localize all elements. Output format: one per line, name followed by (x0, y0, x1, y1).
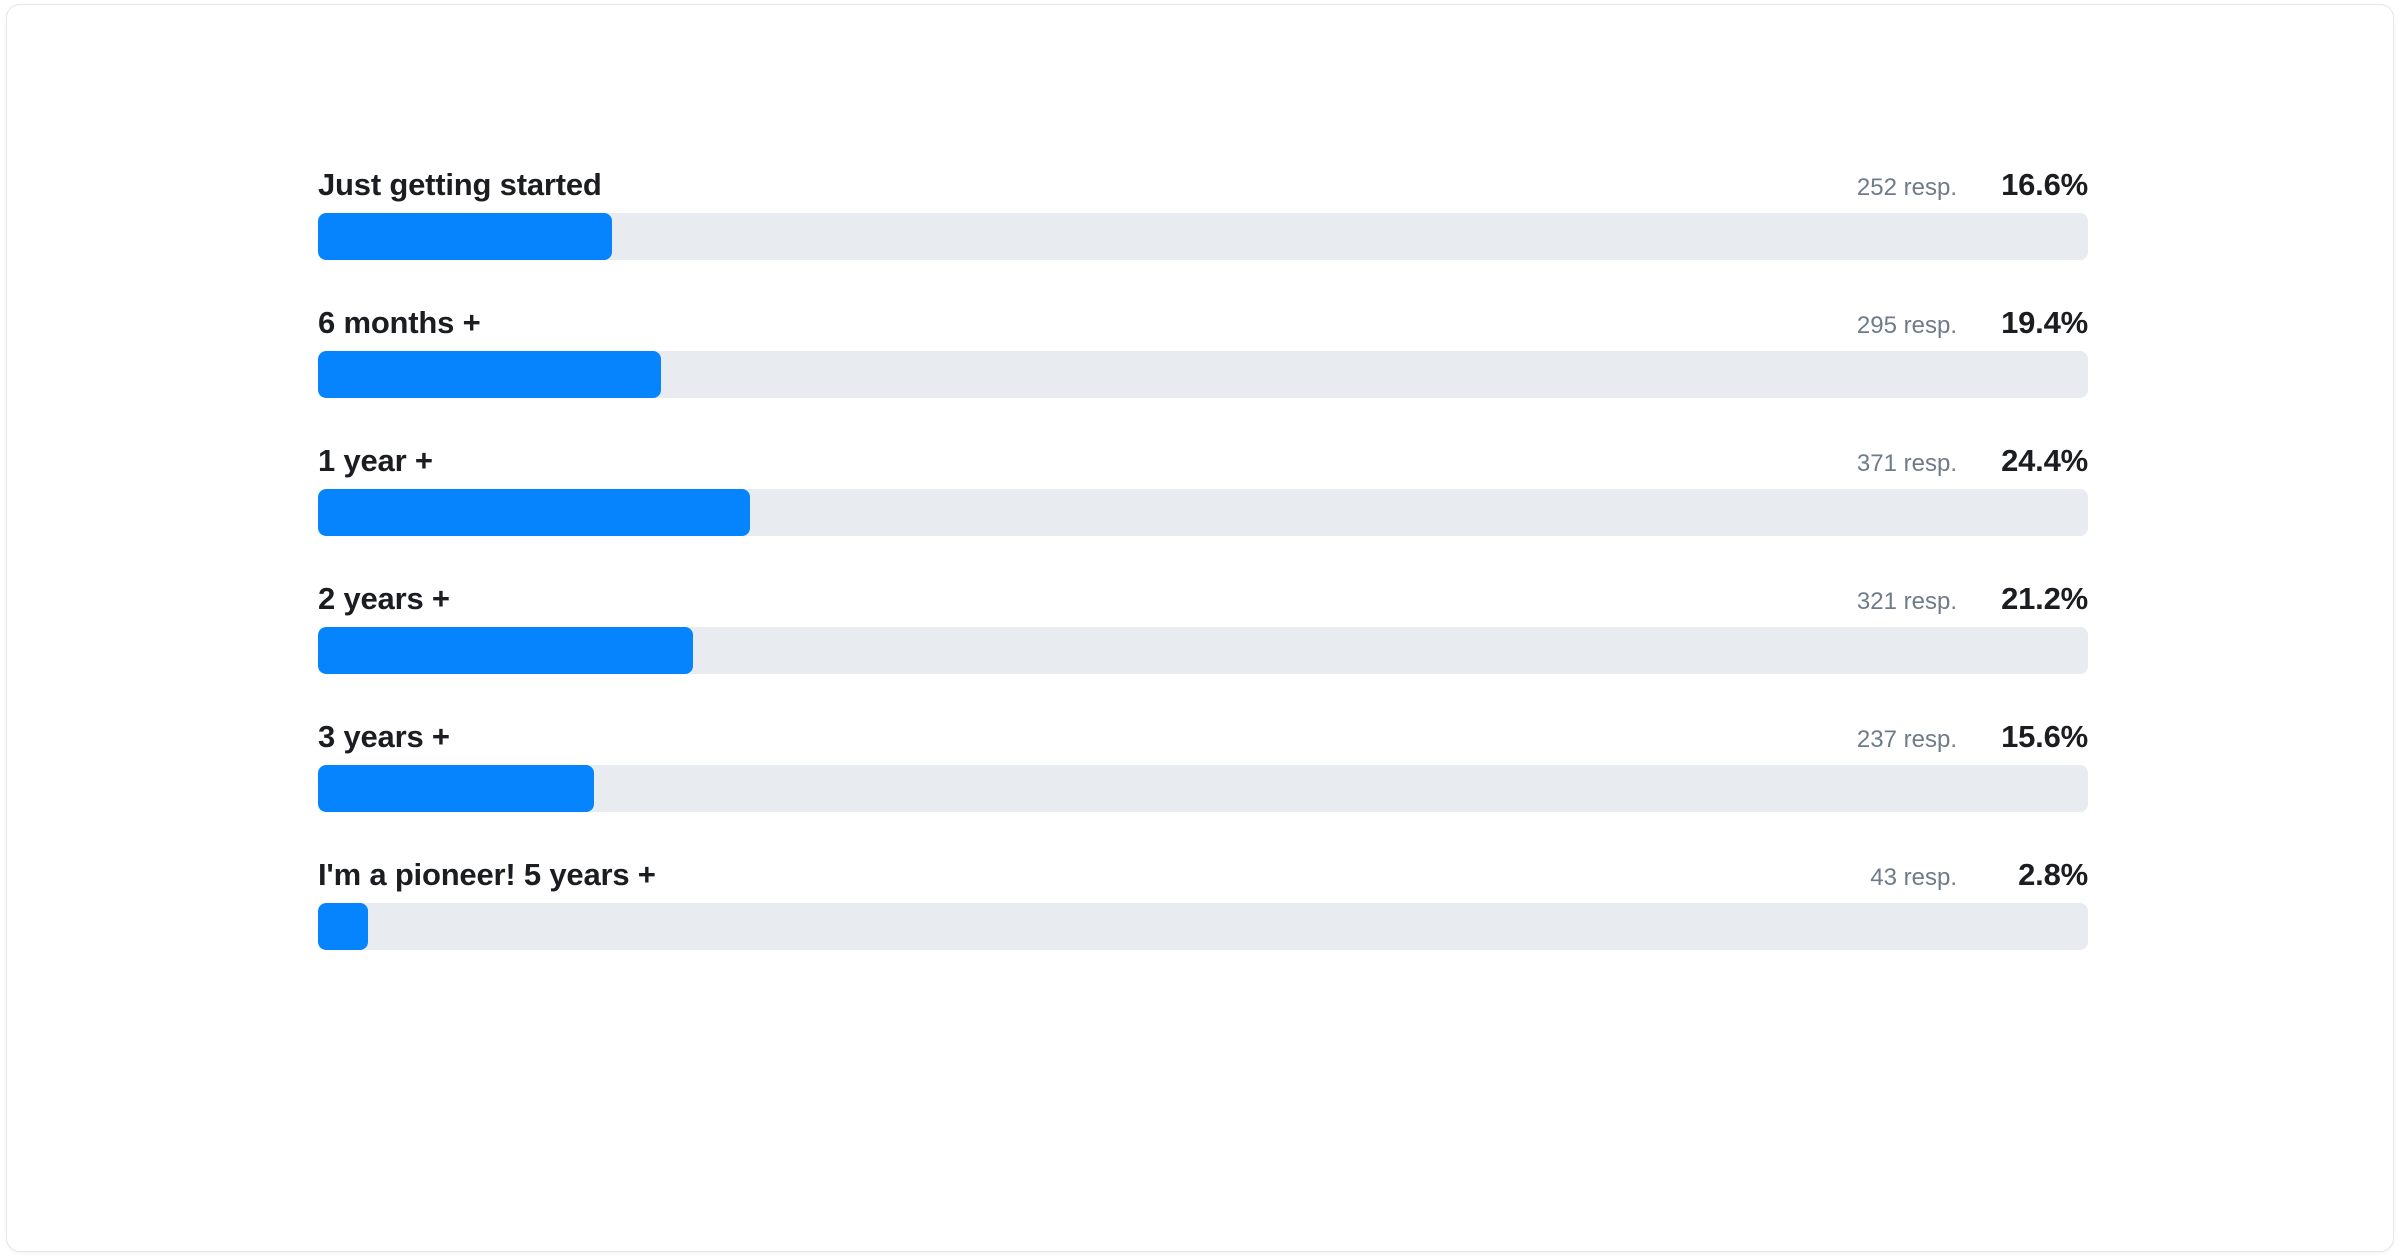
bar-row-header: 1 year + 371 resp. 24.4% (318, 441, 2088, 481)
bar-row-percent: 16.6% (2001, 167, 2088, 202)
bar-row-percent: 19.4% (2001, 305, 2088, 340)
bar-row-percent: 2.8% (2018, 857, 2088, 892)
bar-fill (318, 627, 694, 674)
bar-row-values: 43 resp. 2.8% (1870, 855, 2088, 895)
bar-row-count: 237 resp. (1856, 726, 1957, 753)
bar-row-label: 6 months + (318, 305, 481, 340)
bar-row-header: 3 years + 237 resp. 15.6% (318, 717, 2088, 757)
bar-row-percent: 21.2% (2001, 581, 2088, 616)
bar-row-values: 295 resp. 19.4% (1857, 303, 2088, 343)
bar-row-values: 371 resp. 24.4% (1857, 441, 2088, 481)
bar-row-percent: 15.6% (2001, 719, 2088, 754)
bar-row-header: 6 months + 295 resp. 19.4% (318, 303, 2088, 343)
bar-row-count: 295 resp. (1856, 312, 1957, 339)
bar-row-label: Just getting started (318, 167, 602, 202)
bar-row[interactable]: Just getting started 252 resp. 16.6% (318, 165, 2088, 260)
bar-row-percent: 24.4% (2001, 443, 2088, 478)
bar-track (318, 903, 2088, 950)
bar-row-label: 3 years + (318, 719, 450, 754)
bar-fill (318, 213, 612, 260)
bar-row-header: 2 years + 321 resp. 21.2% (318, 579, 2088, 619)
bar-row-header: Just getting started 252 resp. 16.6% (318, 165, 2088, 205)
bar-track (318, 213, 2088, 260)
bar-row[interactable]: 1 year + 371 resp. 24.4% (318, 441, 2088, 536)
bar-track (318, 627, 2088, 674)
bar-track (318, 489, 2088, 536)
bar-row-count: 371 resp. (1856, 450, 1957, 477)
bar-fill (318, 903, 368, 950)
survey-results-card: Just getting started 252 resp. 16.6% 6 m… (6, 4, 2394, 1252)
bar-row[interactable]: I'm a pioneer! 5 years + 43 resp. 2.8% (318, 855, 2088, 950)
bar-row-values: 321 resp. 21.2% (1857, 579, 2088, 619)
bar-row[interactable]: 3 years + 237 resp. 15.6% (318, 717, 2088, 812)
bar-row-label: 2 years + (318, 581, 450, 616)
bar-fill (318, 489, 750, 536)
horizontal-bar-chart: Just getting started 252 resp. 16.6% 6 m… (318, 165, 2088, 950)
bar-row[interactable]: 6 months + 295 resp. 19.4% (318, 303, 2088, 398)
bar-row-count: 321 resp. (1856, 588, 1957, 615)
bar-row-values: 237 resp. 15.6% (1857, 717, 2088, 757)
bar-row-label: I'm a pioneer! 5 years + (318, 857, 656, 892)
bar-row-count: 252 resp. (1856, 174, 1957, 201)
bar-row-header: I'm a pioneer! 5 years + 43 resp. 2.8% (318, 855, 2088, 895)
bar-track (318, 765, 2088, 812)
bar-row[interactable]: 2 years + 321 resp. 21.2% (318, 579, 2088, 674)
bar-row-count: 43 resp. (1870, 864, 1957, 891)
bar-row-values: 252 resp. 16.6% (1857, 165, 2088, 205)
bar-fill (318, 351, 662, 398)
bar-fill (318, 765, 595, 812)
bar-track (318, 351, 2088, 398)
bar-row-label: 1 year + (318, 443, 433, 478)
